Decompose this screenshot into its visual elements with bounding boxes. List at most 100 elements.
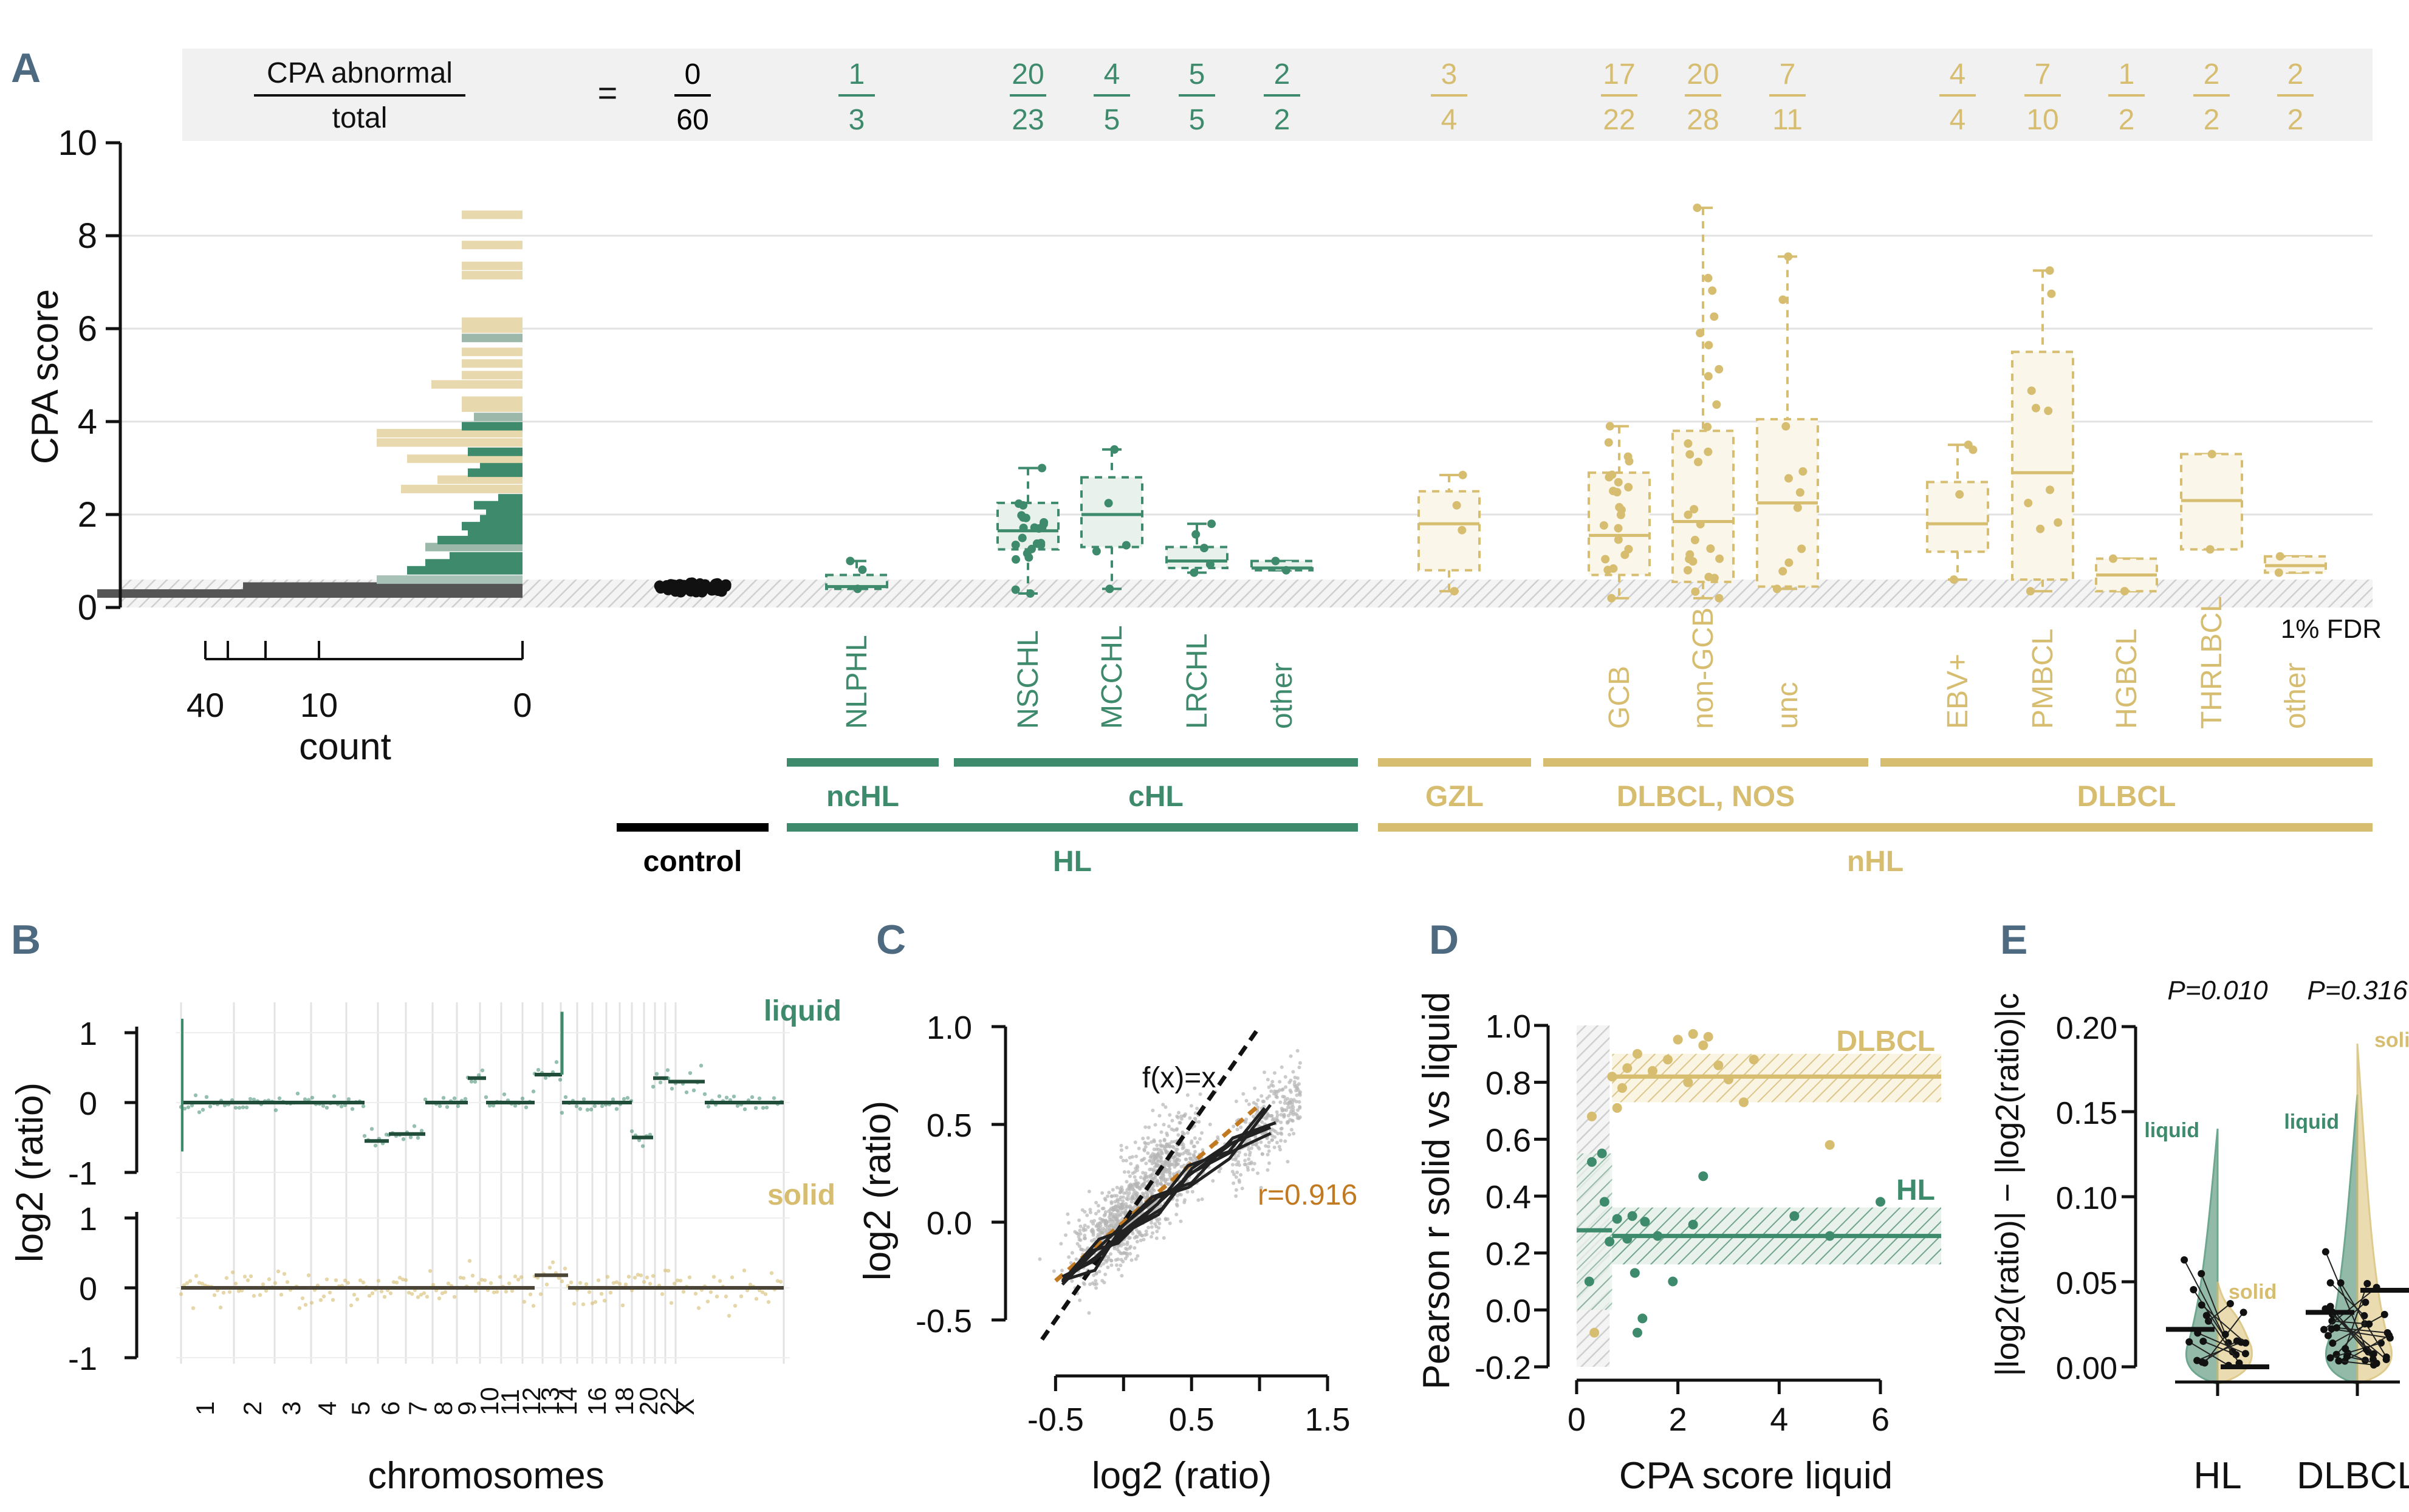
scatter-point (1275, 1113, 1280, 1117)
solid-bin-point (569, 1280, 574, 1285)
scatter-point (1131, 1206, 1136, 1210)
scatter-point (1188, 1116, 1192, 1120)
histogram-bar (486, 508, 523, 517)
liquid-bin-point (197, 1110, 202, 1115)
hl-point (1597, 1148, 1607, 1158)
scatter-point (1193, 1150, 1198, 1154)
scatter-point (1162, 1123, 1166, 1127)
scatter-point (1282, 1112, 1286, 1117)
solid-bin-point (397, 1276, 402, 1280)
ratio-numerator: 2 (1274, 58, 1290, 91)
liquid-bin-point (536, 1067, 541, 1072)
scatter-point (1270, 1118, 1275, 1122)
scatter-point (1249, 1160, 1253, 1165)
data-point (1608, 470, 1617, 479)
data-point (1715, 554, 1724, 563)
data-point (1011, 585, 1020, 594)
scatter-point (1244, 1117, 1249, 1121)
liquid-point (2320, 1326, 2328, 1333)
scatter-point (1102, 1281, 1106, 1285)
scatter-point (1138, 1187, 1142, 1191)
scatter-point (1078, 1228, 1082, 1233)
scatter-point (1179, 1192, 1183, 1197)
dlbcl-point (1739, 1097, 1749, 1107)
liquid-bin-point (699, 1064, 704, 1068)
y-tick-label: 0.20 (2056, 1011, 2117, 1046)
histogram-bar (468, 447, 523, 456)
liquid-bin-point (706, 1104, 711, 1109)
scatter-point (1168, 1221, 1172, 1225)
panel-c: C 1.0 0.5 0.0 -0.5 -0.5 0.5 1.5 log2 (ratio) l… (857, 917, 1357, 1497)
solid-bin-point (379, 1289, 384, 1294)
solid-bin-point (273, 1281, 278, 1285)
scatter-point (1294, 1100, 1298, 1104)
scatter-point (1126, 1197, 1130, 1202)
scatter-point (1150, 1161, 1154, 1166)
scatter-point (1256, 1098, 1260, 1103)
solid-point (2363, 1280, 2371, 1288)
liquid-bin-point (473, 1079, 478, 1084)
dlbcl-point (1713, 1060, 1724, 1070)
scatter-point (1295, 1048, 1300, 1053)
dlbcl-point (1825, 1140, 1835, 1150)
scatter-point (1255, 1109, 1259, 1113)
fdr-label: 1% FDR (2281, 614, 2382, 644)
scatter-point (1283, 1139, 1287, 1143)
paired-line (2335, 1323, 2366, 1355)
scatter-point (1232, 1172, 1236, 1177)
scatter-point (1103, 1198, 1108, 1202)
scatter-point (1249, 1146, 1253, 1151)
scatter-point (1140, 1234, 1144, 1238)
scatter-point (1143, 1144, 1148, 1149)
ratio-denominator: 2 (2287, 104, 2304, 136)
scatter-point (1077, 1218, 1081, 1222)
scatter-point (1197, 1120, 1201, 1124)
data-point (1040, 518, 1049, 527)
hl-point (1789, 1211, 1800, 1221)
scatter-point (1259, 1094, 1264, 1098)
scatter-point (1191, 1153, 1196, 1157)
scatter-point (1108, 1252, 1112, 1256)
y-tick-label: 4 (78, 402, 97, 442)
histogram-bar (425, 559, 523, 568)
ratio-denominator: 60 (676, 104, 708, 136)
y-tick-label: 6 (78, 309, 97, 349)
solid-bin-point (482, 1278, 487, 1282)
data-point (1706, 544, 1715, 553)
scatter-point (1159, 1158, 1163, 1162)
solid-bin-point (327, 1290, 332, 1295)
box-iqr (1165, 546, 1228, 569)
scatter-point (1254, 1143, 1258, 1147)
scatter-point (1247, 1138, 1252, 1142)
scatter-point (1266, 1078, 1270, 1082)
scatter-point (1287, 1102, 1291, 1106)
ratio-denominator: 4 (1950, 104, 1966, 136)
scatter-point (1184, 1157, 1188, 1161)
solid-bin-point (306, 1273, 311, 1278)
paired-line (2345, 1283, 2368, 1349)
data-point (1684, 439, 1693, 448)
hl-mean-label: HL (1896, 1174, 1935, 1206)
histogram-tick-label: 40 (187, 686, 224, 724)
scatter-point (1147, 1125, 1151, 1129)
dlbcl-point (1589, 1327, 1600, 1338)
scatter-point (1167, 1124, 1171, 1129)
scatter-point (1092, 1219, 1097, 1223)
scatter-point (1280, 1065, 1284, 1069)
solid-bin-point (488, 1281, 493, 1285)
scatter-point (1234, 1099, 1238, 1103)
data-point (1017, 511, 1026, 520)
histogram-bar (462, 359, 523, 368)
scatter-point (1130, 1155, 1134, 1159)
liquid-bin-point (651, 1084, 656, 1089)
solid-bin-point (678, 1278, 683, 1283)
scatter-point (1105, 1259, 1109, 1263)
scatter-point (1266, 1152, 1270, 1157)
scatter-point (1172, 1128, 1176, 1132)
scatter-point (1087, 1311, 1091, 1315)
data-point (1458, 525, 1467, 535)
liquid-bin-point (735, 1104, 740, 1108)
scatter-point (1189, 1104, 1193, 1108)
solid-bin-point (587, 1290, 592, 1295)
scatter-point (1128, 1205, 1132, 1209)
